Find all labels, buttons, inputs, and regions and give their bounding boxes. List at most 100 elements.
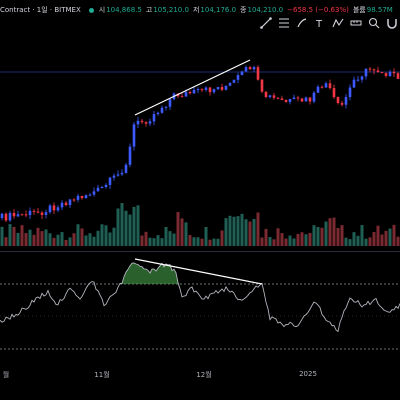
candle-body [220, 87, 224, 90]
low-value: 104,176.0 [200, 6, 237, 14]
candle-body [76, 195, 80, 200]
candle-body [236, 75, 240, 80]
volume-bar [0, 226, 4, 246]
candle-body [68, 199, 72, 206]
candle-body [284, 100, 288, 102]
candle-body [292, 97, 296, 99]
status-dot-icon [88, 7, 94, 13]
candle-body [40, 212, 44, 215]
volume-bar [200, 238, 204, 246]
volume-bar [356, 235, 360, 246]
volume-bar [104, 225, 108, 246]
x-axis-label-nov: 11월 [94, 371, 110, 379]
volume-bar [392, 224, 396, 246]
volume-bar [60, 232, 64, 246]
candle-body [136, 120, 140, 125]
volume-bar [52, 237, 56, 246]
volume-bar [20, 225, 24, 246]
volume-bar [344, 237, 348, 246]
volume-bar [236, 216, 240, 246]
measure-icon[interactable] [349, 15, 364, 31]
low-label: 저 [192, 6, 200, 14]
candle-body [316, 86, 320, 93]
candle-body [160, 107, 164, 113]
volume-bar [96, 230, 100, 246]
volume-bar [148, 237, 152, 246]
rsi-trendline[interactable] [134, 258, 263, 285]
volume-bar [348, 239, 352, 246]
volume-bar [192, 237, 196, 246]
volume-bar [224, 218, 228, 246]
candle-body [344, 97, 348, 105]
candle-body [168, 99, 172, 107]
volume-bar [388, 228, 392, 246]
volume-bar [176, 212, 180, 246]
candle-body [388, 71, 392, 76]
candle-body [256, 67, 260, 80]
text-icon[interactable]: T [312, 15, 327, 31]
magnet-icon[interactable] [385, 15, 400, 31]
open-label: 시 [98, 6, 106, 14]
candle-body [28, 210, 32, 216]
candle-body [216, 87, 220, 90]
change-value: −658.5 (−0.63%) [287, 6, 349, 14]
fib-retracement-icon[interactable] [276, 15, 291, 31]
volume-bar [68, 237, 72, 246]
volume-bar [12, 226, 16, 246]
volume-bar [156, 235, 160, 246]
candle-body [32, 210, 36, 212]
volume-bar [268, 237, 272, 246]
volume-bar [308, 232, 312, 246]
volume-label: 볼륨 [352, 6, 366, 14]
pattern-icon[interactable] [331, 15, 346, 31]
volume-bar [384, 230, 388, 246]
brush-icon[interactable] [294, 15, 309, 31]
volume-bar [48, 233, 52, 246]
open-value: 104,868.5 [106, 6, 142, 14]
candlesticks [0, 65, 400, 223]
candle-body [152, 114, 156, 122]
candle-body [156, 112, 160, 115]
candle-body [244, 67, 248, 72]
volume-bar [280, 233, 284, 246]
candle-body [376, 70, 380, 73]
volume-bar [4, 237, 8, 246]
x-axis-label-2025: 2025 [299, 370, 317, 378]
volume-bar [304, 234, 308, 246]
price-trendline[interactable] [134, 59, 251, 116]
candle-body [352, 79, 356, 88]
volume-bar [36, 227, 40, 246]
volume-bar [132, 206, 136, 246]
volume-bar [100, 224, 104, 246]
candle-body [132, 124, 136, 147]
trend-line-icon[interactable] [258, 15, 273, 31]
candle-body [280, 98, 284, 101]
volume-bar [216, 238, 220, 246]
volume-bar [24, 233, 28, 246]
candle-body [348, 87, 352, 98]
volume-bar [76, 224, 80, 246]
symbol-title[interactable]: Contract · 1일 · BITMEX [0, 6, 81, 14]
volume-bar [340, 225, 344, 246]
candle-body [240, 71, 244, 76]
candle-body [4, 213, 8, 221]
candle-body [116, 174, 120, 176]
candle-body [356, 79, 360, 81]
volume-bar [220, 230, 224, 246]
pane-divider[interactable] [0, 251, 400, 252]
volume-bar [368, 237, 372, 246]
candle-body [368, 68, 372, 70]
candle-body [52, 205, 56, 211]
x-axis-label-oct: 월 [2, 371, 10, 379]
zoom-icon[interactable] [367, 15, 382, 31]
volume-bar [380, 234, 384, 246]
candle-body [48, 205, 52, 213]
volume-bar [164, 227, 168, 246]
candle-body [200, 89, 204, 91]
candle-body [288, 98, 292, 102]
high-value: 105,210.0 [153, 6, 189, 14]
candle-body [392, 71, 396, 74]
candle-body [360, 76, 364, 80]
candle-body [364, 68, 368, 77]
